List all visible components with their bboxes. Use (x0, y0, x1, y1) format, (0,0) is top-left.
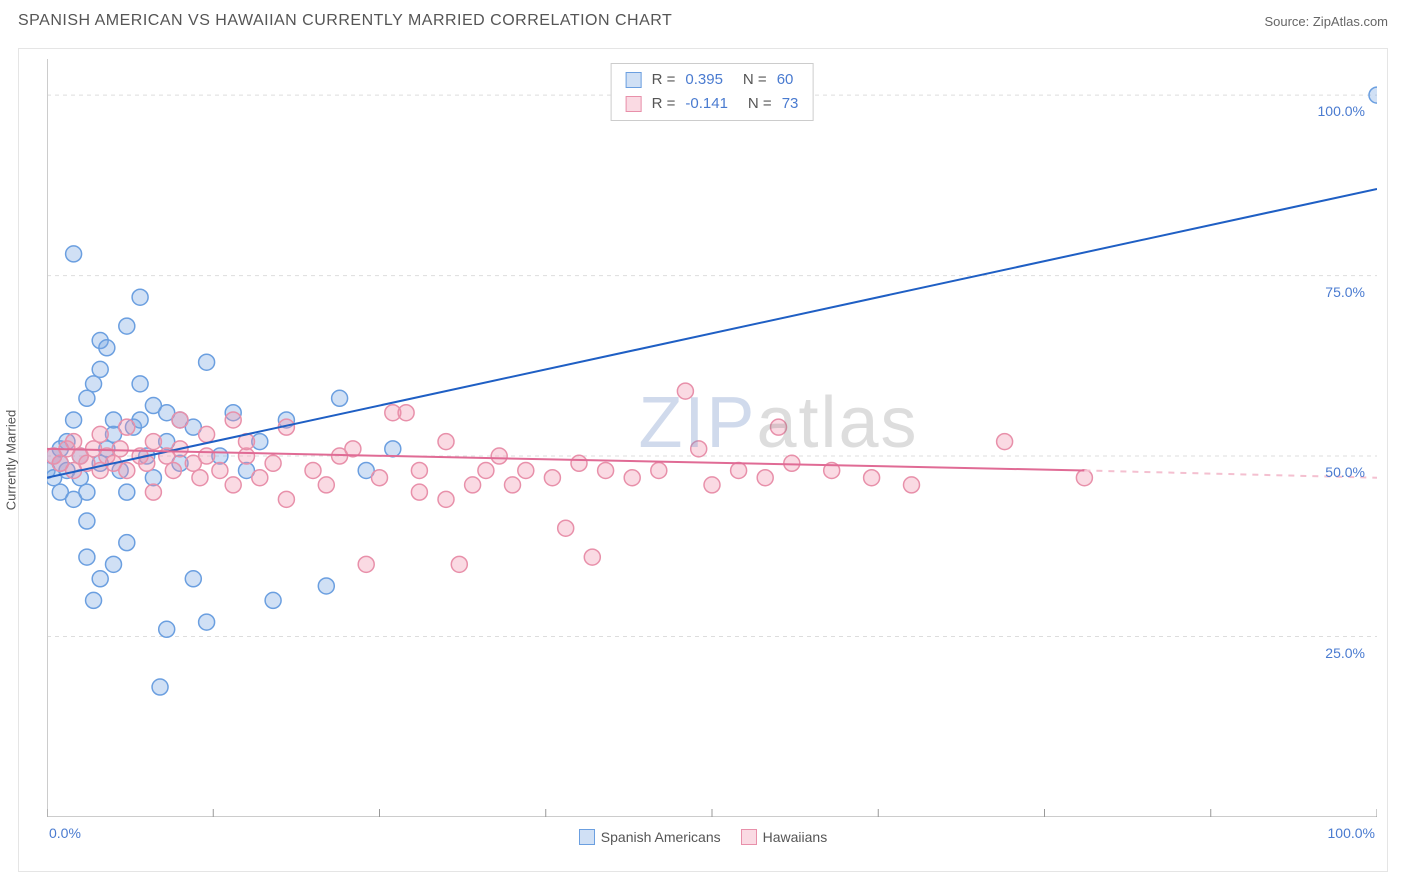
chart-title: SPANISH AMERICAN VS HAWAIIAN CURRENTLY M… (18, 12, 672, 30)
stat-n-value: 73 (782, 92, 799, 116)
stats-legend-row: R = 0.395 N = 60 (626, 68, 799, 92)
y-axis-label: Currently Married (4, 410, 19, 510)
stat-r-value: -0.141 (685, 92, 728, 116)
scatter-plot-svg (47, 59, 1377, 817)
stat-r-label: R = (652, 68, 676, 92)
legend-item: Hawaiians (741, 829, 828, 845)
legend-item: Spanish Americans (579, 829, 721, 845)
chart-frame: Currently Married ZIPatlas R =0.395N =60… (18, 48, 1388, 872)
chart-header: SPANISH AMERICAN VS HAWAIIAN CURRENTLY M… (0, 0, 1406, 38)
legend-label: Hawaiians (763, 829, 828, 845)
legend-swatch (626, 96, 642, 112)
legend-swatch (579, 829, 595, 845)
stat-r-label: R = (652, 92, 676, 116)
stats-legend-row: R = -0.141 N = 73 (626, 92, 799, 116)
y-tick-label: 75.0% (1325, 284, 1365, 300)
series-legend: Spanish Americans Hawaiians (19, 829, 1387, 845)
y-tick-label: 50.0% (1325, 464, 1365, 480)
legend-label: Spanish Americans (601, 829, 721, 845)
chart-container: SPANISH AMERICAN VS HAWAIIAN CURRENTLY M… (0, 0, 1406, 892)
stat-n-label: N = (743, 68, 767, 92)
stat-n-label: N = (748, 92, 772, 116)
legend-swatch (741, 829, 757, 845)
stats-legend: R =0.395N =60R =-0.141N =73 (611, 63, 814, 121)
legend-swatch (626, 72, 642, 88)
y-tick-label: 100.0% (1318, 103, 1365, 119)
stat-n-value: 60 (777, 68, 794, 92)
plot-area: ZIPatlas R =0.395N =60R =-0.141N =73 25.… (47, 59, 1377, 817)
stat-r-value: 0.395 (685, 68, 723, 92)
source-attribution: Source: ZipAtlas.com (1264, 14, 1388, 29)
y-tick-label: 25.0% (1325, 645, 1365, 661)
